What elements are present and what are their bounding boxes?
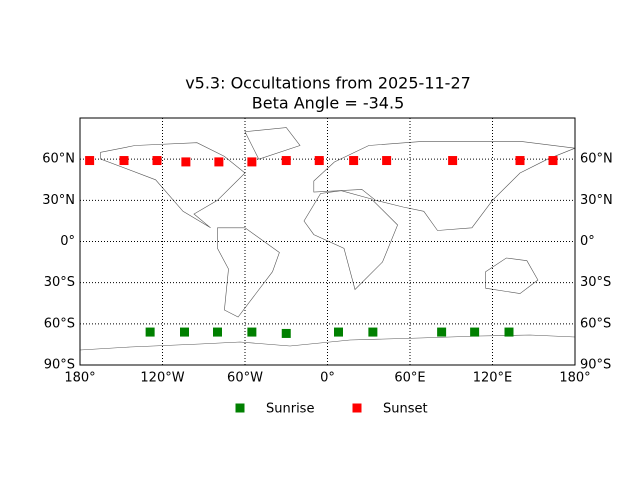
marker (382, 156, 392, 166)
coastline (485, 257, 539, 294)
y-tick-label: 60°S (44, 316, 75, 331)
coastline (303, 190, 398, 291)
y-tick-label: 0° (60, 234, 75, 249)
x-tick-label: 60°E (394, 371, 425, 386)
legend-marker (352, 403, 362, 413)
marker (152, 156, 162, 166)
marker (515, 156, 525, 166)
x-tick-label: 180° (559, 371, 590, 386)
marker (180, 327, 189, 337)
marker (437, 327, 447, 337)
x-tick-label: 60°W (227, 371, 263, 386)
marker (368, 327, 378, 337)
legend-marker (235, 403, 245, 413)
y-tick-label: 30°S (44, 275, 75, 290)
marker (247, 157, 257, 167)
marker (85, 156, 95, 166)
legend-label: Sunset (383, 402, 428, 417)
marker (334, 327, 343, 337)
x-tick-label: 120°E (473, 371, 513, 386)
marker (247, 327, 257, 337)
marker (504, 327, 514, 337)
coastline (244, 127, 301, 160)
marker (213, 327, 222, 337)
marker (448, 156, 458, 166)
legend-label: Sunrise (266, 402, 314, 417)
y-tick-label: 60°N (42, 152, 75, 167)
y-tick-label: 0° (580, 234, 595, 249)
chart-subtitle: Beta Angle = -34.5 (252, 94, 405, 113)
y-tick-label: 60°S (580, 316, 611, 331)
x-tick-label: 0° (320, 371, 335, 386)
marker (349, 156, 359, 166)
coastline (217, 227, 280, 318)
marker (119, 156, 129, 166)
marker (145, 327, 155, 337)
y-tick-label: 90°S (44, 358, 75, 373)
marker (281, 328, 291, 338)
marker (214, 157, 224, 167)
marker (281, 156, 291, 166)
marker (548, 156, 558, 166)
y-tick-label: 30°N (42, 193, 75, 208)
marker (181, 157, 191, 167)
y-tick-label: 90°S (580, 358, 611, 373)
x-tick-label: 180° (64, 371, 95, 386)
coastline (100, 142, 246, 229)
y-tick-label: 60°N (580, 152, 613, 167)
chart-title: v5.3: Occultations from 2025-11-27 (185, 74, 471, 93)
coastline (313, 141, 576, 231)
y-tick-label: 30°N (580, 193, 613, 208)
y-tick-label: 30°S (580, 275, 611, 290)
marker (314, 156, 324, 166)
marker (470, 327, 480, 337)
x-tick-label: 120°W (140, 371, 184, 386)
coastlines (79, 127, 576, 351)
